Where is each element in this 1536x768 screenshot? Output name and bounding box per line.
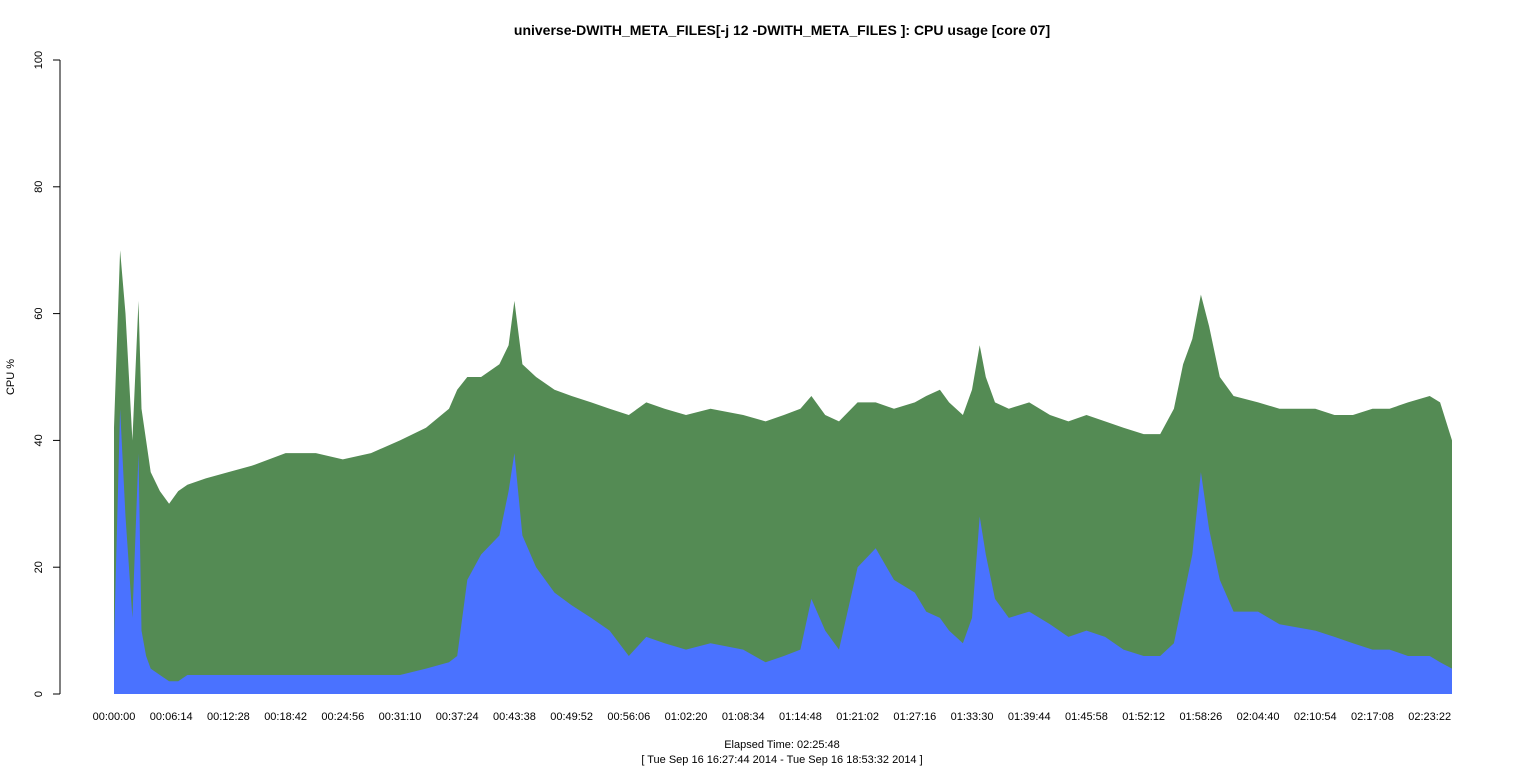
axes: 0 20 40 60 80 100 00:00:00 00:06:14 00:12:28 00:1…: [33, 51, 1451, 723]
x-axis-label-range: [ Tue Sep 16 16:27:44 2014 - Tue Sep 16 …: [641, 754, 922, 766]
y-tick-label-0: 0: [33, 691, 45, 697]
x-tick-label-21: 02:10:54: [1294, 711, 1337, 723]
x-tick-label-6: 00:37:24: [436, 711, 479, 723]
x-tick-label-0: 00:00:00: [93, 711, 136, 723]
x-tick-label-8: 00:49:52: [550, 711, 593, 723]
x-tick-label-15: 01:33:30: [951, 711, 994, 723]
x-tick-label-17: 01:45:58: [1065, 711, 1108, 723]
plot-area: [114, 250, 1452, 694]
chart-title: universe-DWITH_META_FILES[-j 12 -DWITH_M…: [514, 22, 1050, 38]
x-tick-label-3: 00:18:42: [264, 711, 307, 723]
x-tick-label-22: 02:17:08: [1351, 711, 1394, 723]
x-tick-label-2: 00:12:28: [207, 711, 250, 723]
y-tick-label-40: 40: [33, 434, 45, 446]
x-tick-label-23: 02:23:22: [1408, 711, 1451, 723]
x-tick-label-20: 02:04:40: [1237, 711, 1280, 723]
series-area-0: [114, 408, 1452, 694]
x-tick-label-1: 00:06:14: [150, 711, 193, 723]
series-area-1: [114, 250, 1452, 694]
x-tick-label-12: 01:14:48: [779, 711, 822, 723]
y-tick-label-100: 100: [33, 51, 45, 69]
x-tick-label-4: 00:24:56: [321, 711, 364, 723]
x-tick-label-16: 01:39:44: [1008, 711, 1051, 723]
x-tick-label-11: 01:08:34: [722, 711, 765, 723]
y-tick-label-20: 20: [33, 561, 45, 573]
y-tick-label-60: 60: [33, 307, 45, 319]
y-axis-label: CPU %: [5, 359, 17, 395]
y-tick-label-80: 80: [33, 181, 45, 193]
x-tick-label-13: 01:21:02: [836, 711, 879, 723]
x-tick-label-9: 00:56:06: [607, 711, 650, 723]
x-tick-label-10: 01:02:20: [665, 711, 708, 723]
x-tick-label-18: 01:52:12: [1122, 711, 1165, 723]
x-tick-label-7: 00:43:38: [493, 711, 536, 723]
x-tick-label-19: 01:58:26: [1179, 711, 1222, 723]
x-tick-label-5: 00:31:10: [379, 711, 422, 723]
x-axis-label: Elapsed Time: 02:25:48: [724, 739, 840, 751]
x-tick-label-14: 01:27:16: [893, 711, 936, 723]
